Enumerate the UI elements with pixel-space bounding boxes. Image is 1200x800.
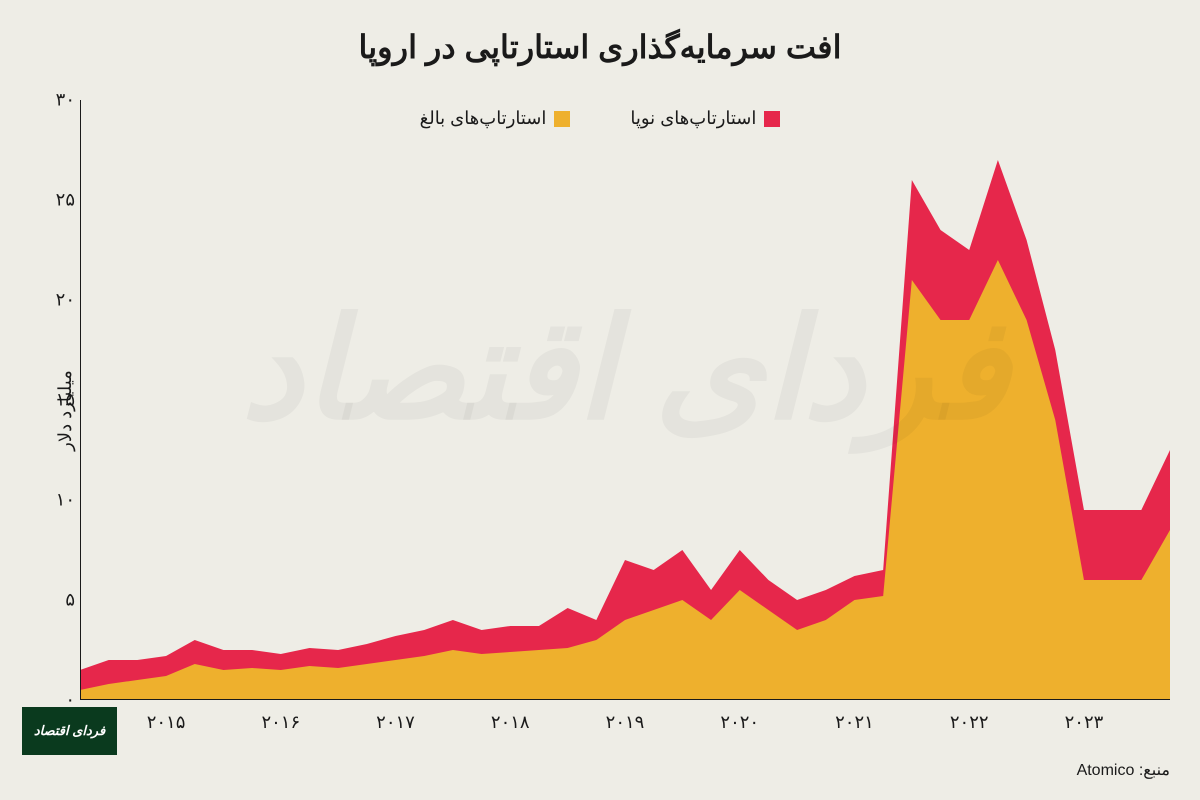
source-value: Atomico [1077,762,1135,779]
x-tick-label: ۲۰۱۹ [606,712,645,733]
area-chart-svg [80,100,1170,700]
x-tick-label: ۲۰۱۵ [147,712,186,733]
x-tick-label: ۲۰۱۶ [261,712,300,733]
x-tick-label: ۲۰۲۰ [720,712,759,733]
x-tick-label: ۲۰۲۲ [950,712,989,733]
chart-area: فردای اقتصاد [80,100,1170,700]
x-tick-label: ۲۰۱۷ [376,712,415,733]
y-tick-label: ۳۰ [45,90,75,111]
area-mature [80,260,1170,700]
y-tick-label: ۱۵ [45,390,75,411]
source-attribution: منبع: Atomico [1077,760,1170,780]
source-label: منبع: [1139,762,1170,779]
x-tick-label: ۲۰۱۸ [491,712,530,733]
y-tick-label: ۱۰ [45,490,75,511]
y-axis-label: میلیارد دلار [55,370,76,451]
y-tick-label: ۲۵ [45,190,75,211]
x-tick-label: ۲۰۲۱ [835,712,874,733]
y-tick-label: ۵ [45,590,75,611]
x-tick-label: ۲۰۲۳ [1065,712,1104,733]
chart-title: افت سرمایه‌گذاری استارتاپی در اروپا [0,28,1200,66]
brand-badge: فردای اقتصاد [22,707,117,755]
y-tick-label: ۲۰ [45,290,75,311]
